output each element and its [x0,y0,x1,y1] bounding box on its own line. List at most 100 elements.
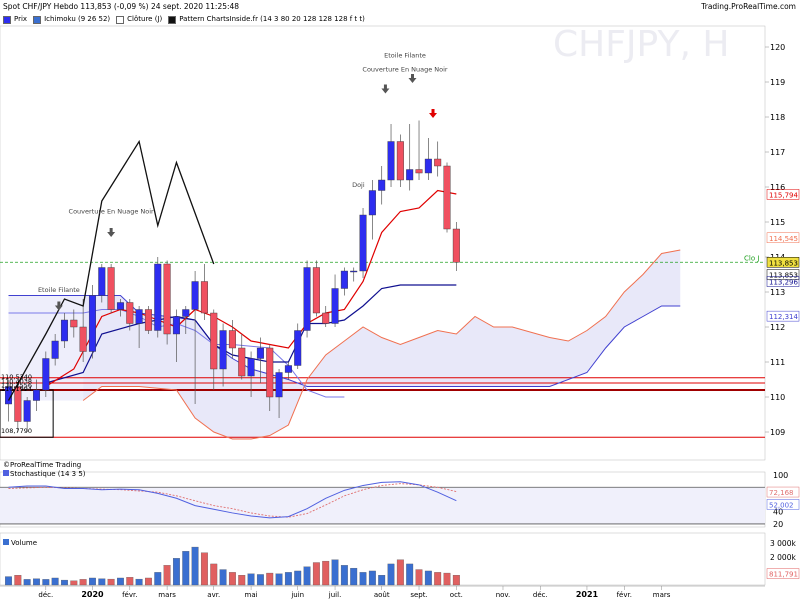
candle [154,263,162,331]
candle [219,330,227,370]
x-tick-label: juil. [328,591,342,599]
volume-bar [238,575,246,586]
legend-item-cloture[interactable]: Clôture (J) [116,14,162,25]
price-label-box [766,269,800,280]
x-tick-label: nov. [496,591,511,599]
candle [107,267,115,310]
volume-bar [144,577,152,586]
volume-bar [359,572,367,586]
volume-bar [396,559,404,586]
volume-bar [434,572,442,586]
candle [266,347,274,398]
candle [238,347,246,377]
pattern-annotation: Etoile Filante [38,286,80,294]
volume-bar [219,569,227,586]
x-tick-label: mars [158,591,176,599]
senkou-span-a [82,249,681,440]
volume-bar [154,572,162,586]
candle [210,312,218,370]
legend-label: Prix [14,15,28,23]
volume-bar [51,577,59,586]
copyright-label: ©ProRealTime Trading [3,461,81,469]
volume-bar [247,573,255,586]
left-level-label: 110,2556 [1,382,32,390]
volume-bar [378,575,386,586]
pattern-annotation: Couverture En Nuage Noir [362,66,448,74]
candle [182,309,190,317]
volume-bar [98,578,106,586]
volume-bar [126,577,134,586]
x-tick-label: 2021 [576,590,599,599]
volume-bar [117,577,124,586]
price-label-box [766,232,800,243]
candle [23,400,31,422]
volume-bar [415,569,423,586]
volume-bar [424,570,432,586]
y-tick-label: 113 [770,288,785,297]
source-label[interactable]: Trading.ProRealTime.com [701,2,796,11]
x-tick-label: 2020 [81,590,104,599]
pattern-annotation: Etoile Filante [384,52,426,60]
volume-bar [210,563,218,586]
pattern-arrow-icon [381,84,390,94]
volume-value-label: 811,791 [769,571,798,579]
x-tick-label: sept. [410,591,427,599]
candle [247,358,255,377]
price-label: 115,794 [769,191,798,199]
pattern-arrow-icon [107,228,116,237]
x-tick-label: déc. [533,591,548,599]
left-level-label: 110,4038 [1,377,32,385]
daily-close-label: Clo J [744,254,759,262]
legend-swatch-pattern [168,15,177,24]
candle [350,270,358,273]
x-tick-label: déc. [38,591,53,599]
legend-label: Pattern ChartsInside.fr (14 3 80 20 128 … [179,15,365,23]
x-tick-label: juin [290,591,304,599]
volume-value-box [766,568,800,579]
legend-item-ichimoku[interactable]: Ichimoku (9 26 52) [33,14,110,25]
candle [378,179,386,191]
candle [200,281,208,314]
candle [406,169,414,181]
volume-bar [200,552,208,586]
left-level-label: 108,7790 [1,427,32,435]
x-tick-label: mars [653,591,671,599]
ichimoku-cloud [83,250,681,439]
candle [144,309,152,331]
pattern-arrow-icon [429,109,438,118]
volume-bar [452,575,460,586]
pattern-annotation: Couverture En Nuage Noir [69,207,155,215]
chart-title: Spot CHF/JPY Hebdo 113,853 (-0,09 %) 24 … [3,2,240,11]
y-tick-label: 109 [770,428,785,437]
price-label-box [766,276,800,287]
candle [88,295,96,352]
volume-bar [42,579,50,586]
candle [79,326,87,352]
legend-item-prix[interactable]: Prix [3,14,27,25]
candle [294,330,302,366]
stoch-title: Stochastique (14 3 5) [10,470,86,478]
volume-bar [312,562,320,586]
legend-swatch-prix [3,15,11,24]
legend-item-pattern[interactable]: Pattern ChartsInside.fr (14 3 80 20 128 … [168,14,365,25]
candle [135,309,143,324]
y-tick-label: 111 [770,358,785,367]
y-tick-label: 119 [770,78,785,87]
x-tick-label: oct. [450,591,463,599]
y-tick-label: 117 [770,148,785,157]
candle [359,214,367,272]
candle [312,267,320,314]
price-label: 114,545 [769,235,798,243]
volume-legend-swatch [3,539,9,545]
candle [340,270,348,289]
left-level-label: 110,1994 [1,385,32,393]
y-tick-label: 115 [770,218,785,227]
volume-bar [303,566,311,586]
stoch-y-label: 100 [773,471,788,480]
y-tick-label: 112 [770,323,785,332]
price-label: 112,314 [769,313,798,321]
volume-bar [387,563,395,586]
volume-bar [294,570,302,586]
candle [70,319,78,328]
